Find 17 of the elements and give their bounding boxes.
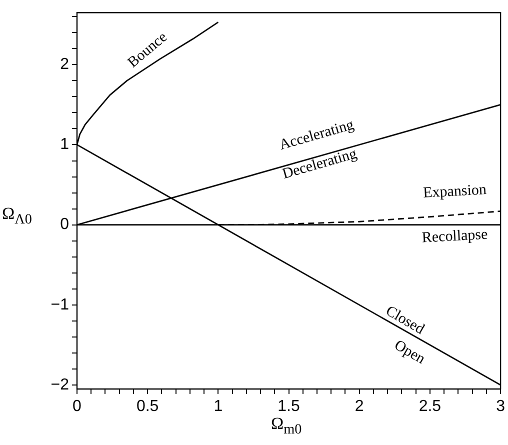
x-tick-label: 1.5 — [278, 398, 300, 416]
y-tick-label: 1 — [60, 136, 70, 154]
x-tick-label: 0 — [72, 398, 82, 416]
x-tick-label: 2 — [354, 398, 364, 416]
y-tick-label: 2 — [60, 56, 70, 74]
annotation: Open — [391, 337, 428, 368]
annotation: Expansion — [422, 182, 488, 202]
y-tick-label: −1 — [50, 296, 70, 314]
x-tick-label: 2.5 — [418, 398, 442, 416]
annotation: Recollapse — [422, 226, 488, 246]
x-tick-label: 1 — [214, 398, 223, 416]
y-tick-label: 0 — [60, 216, 70, 234]
x-axis-title: Ω$_{m0}$ — [271, 414, 302, 438]
y-axis-title: Ω$_{Λ0}$ — [2, 204, 32, 228]
x-tick-label: 3 — [496, 398, 506, 416]
x-tick-label: 0.5 — [136, 398, 159, 416]
y-tick-label: −2 — [50, 376, 70, 394]
